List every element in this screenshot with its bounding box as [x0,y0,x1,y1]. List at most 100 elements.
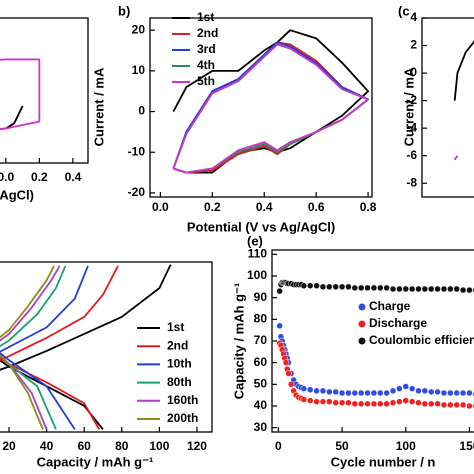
data-point [408,385,416,392]
data-point [466,389,473,397]
data-point [421,400,429,408]
data-point [351,284,359,292]
x-tick-label: 20 [2,439,16,453]
data-point [313,398,320,405]
data-point [434,285,441,293]
data-point [402,397,409,404]
data-point [370,400,378,408]
data-point [326,388,333,396]
legend-label: 200th [167,411,198,425]
x-tick-label: 0.2 [204,200,221,214]
y-tick-label: 80 [254,312,268,326]
legend-label: 2nd [197,26,218,40]
y-tick-label: 70 [254,333,268,347]
x-tick-label: 100 [149,439,169,453]
data-point [276,287,283,295]
data-point [440,401,448,409]
data-point [377,389,384,397]
panel-label: (c [398,3,410,18]
x-axis-label: Potential (V vs Ag/AgCl) [0,187,34,202]
x-tick-label: 0.4 [256,200,273,214]
y-axis-label: Current / mA [91,67,106,146]
data-point [306,282,314,289]
x-tick-label: 150 [459,439,474,453]
x-tick-label: 0.2 [31,170,48,184]
data-point [383,284,390,292]
y-tick-label: -10 [128,144,146,158]
y-tick-label: -4 [406,120,417,134]
y-tick-label: 0 [138,104,145,118]
data-point [447,389,454,397]
series-line [0,58,41,130]
panel-label: b) [118,3,130,18]
legend-label: 3rd [197,42,216,56]
y-tick-label: 110 [248,247,268,261]
data-point [415,399,422,406]
data-point [415,387,422,395]
data-point [351,400,359,408]
data-point [453,401,460,409]
x-tick-label: 120 [187,439,207,453]
series-line [0,265,89,430]
x-tick-label: 60 [78,439,92,453]
data-point [326,283,333,291]
plot-frame [0,17,89,164]
data-point [396,385,403,392]
x-axis-label: Capacity / mAh g⁻¹ [37,454,154,469]
data-point [332,399,339,406]
data-point [319,398,327,405]
y-tick-label: 2 [410,38,417,52]
data-point [421,285,429,293]
data-point [364,389,371,397]
data-point [332,388,339,396]
y-tick-label: 30 [254,420,268,434]
legend-label: Charge [369,299,411,313]
y-tick-label: 50 [254,377,268,391]
legend-label: Discharge [369,316,427,330]
data-point [338,283,346,291]
data-point [402,383,409,390]
y-tick-label: 10 [132,63,146,77]
data-point [313,282,320,289]
data-point [466,286,473,294]
y-tick-label: -6 [406,148,417,162]
data-point [389,387,397,395]
data-point [427,285,435,293]
data-point [440,389,448,397]
series-line [0,105,24,130]
y-tick-label: 60 [254,355,268,369]
data-point [319,283,327,291]
data-point [453,389,460,397]
data-point [447,401,454,409]
legend-marker [358,320,366,328]
data-point [402,285,409,293]
data-point [338,399,346,406]
data-point [300,282,308,289]
data-point [466,402,473,410]
y-tick-label: 0 [410,65,417,79]
data-point [415,285,422,293]
data-point [364,284,371,292]
legend-label: 5th [197,74,215,88]
legend-label: 10th [167,357,192,371]
data-point [287,381,295,388]
data-point [408,398,416,405]
data-point [300,385,308,392]
data-point [345,399,352,406]
data-point [459,401,467,409]
data-point [357,400,365,408]
data-point [364,400,371,408]
data-point [427,400,435,408]
data-point [370,389,378,397]
y-tick-label: 4 [410,10,417,24]
x-tick-label: 0.0 [152,200,169,214]
data-point [357,284,365,292]
x-tick-label: 50 [335,439,349,453]
data-point [282,359,290,366]
x-tick-label: 0.4 [65,170,82,184]
y-tick-label: -2 [406,93,417,107]
y-tick-label: 100 [247,268,267,282]
legend-label: Coulombic efficiency [369,333,474,347]
data-point [326,398,333,405]
